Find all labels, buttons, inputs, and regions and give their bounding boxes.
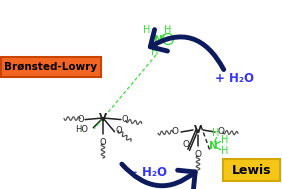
- Text: Lewis: Lewis: [232, 163, 271, 177]
- Text: O: O: [171, 128, 178, 136]
- Text: H: H: [143, 25, 151, 35]
- Text: O: O: [78, 115, 84, 124]
- Text: H: H: [212, 128, 219, 138]
- Text: V: V: [99, 113, 107, 123]
- FancyArrowPatch shape: [122, 164, 195, 189]
- Text: H: H: [221, 135, 228, 145]
- Text: O: O: [182, 140, 189, 149]
- FancyBboxPatch shape: [223, 159, 280, 181]
- FancyBboxPatch shape: [1, 57, 101, 77]
- Text: O: O: [116, 126, 122, 135]
- Text: H: H: [151, 47, 159, 57]
- Text: O: O: [195, 150, 202, 159]
- FancyArrowPatch shape: [150, 30, 224, 70]
- Text: N: N: [154, 35, 162, 45]
- Text: H: H: [221, 146, 228, 156]
- Text: + H₂O: + H₂O: [215, 71, 254, 84]
- Text: H: H: [164, 25, 172, 35]
- Text: N: N: [209, 141, 218, 151]
- Text: V: V: [194, 125, 202, 135]
- Text: O: O: [218, 128, 225, 136]
- Text: − H₂O: − H₂O: [129, 166, 168, 178]
- Text: Brønsted-Lowry: Brønsted-Lowry: [5, 62, 98, 72]
- Text: ⊕: ⊕: [165, 36, 171, 42]
- Text: O: O: [122, 115, 129, 124]
- Text: HO: HO: [75, 125, 88, 134]
- Text: O: O: [100, 138, 106, 147]
